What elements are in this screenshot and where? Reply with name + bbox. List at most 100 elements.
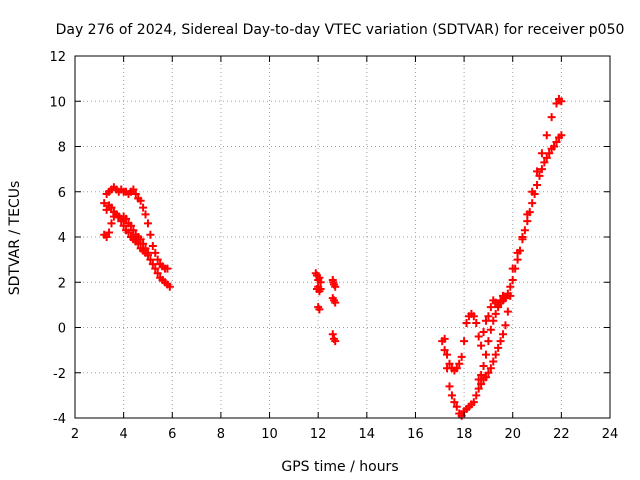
- data-point: [151, 264, 160, 273]
- data-point: [535, 171, 544, 180]
- data-point: [457, 352, 466, 361]
- data-point: [153, 255, 162, 264]
- data-point: [328, 330, 337, 339]
- data-point: [129, 226, 138, 235]
- x-tick-label: 6: [168, 427, 176, 442]
- data-point: [455, 359, 464, 368]
- data-point: [479, 361, 488, 370]
- data-point: [126, 221, 135, 230]
- data-point: [131, 190, 140, 199]
- data-point: [139, 239, 148, 248]
- series-group: [438, 131, 566, 420]
- data-point: [146, 255, 155, 264]
- data-point: [315, 273, 324, 282]
- data-point: [165, 282, 174, 291]
- series-group: [100, 183, 172, 273]
- grid: [75, 56, 610, 418]
- data-point: [153, 269, 162, 278]
- data-point: [129, 185, 138, 194]
- x-tick-label: 2: [71, 427, 79, 442]
- series-group: [311, 269, 340, 346]
- data-point: [445, 359, 454, 368]
- data-point: [316, 278, 325, 287]
- data-point: [489, 357, 498, 366]
- data-point: [508, 264, 517, 273]
- data-point: [315, 305, 324, 314]
- data-point: [537, 149, 546, 158]
- data-point: [523, 210, 532, 219]
- series-group: [440, 94, 566, 375]
- data-point: [501, 321, 510, 330]
- data-point: [513, 255, 522, 264]
- data-point: [136, 235, 145, 244]
- x-tick-label: 8: [217, 427, 225, 442]
- data-point: [440, 334, 449, 343]
- data-point: [163, 264, 172, 273]
- y-tick-label: 6: [58, 186, 66, 201]
- data-point: [523, 217, 532, 226]
- data-point: [486, 303, 495, 312]
- data-point: [520, 226, 529, 235]
- y-tick-label: 10: [49, 95, 66, 110]
- data-point: [494, 343, 503, 352]
- data-point: [474, 375, 483, 384]
- data-point: [146, 230, 155, 239]
- data-point: [557, 97, 566, 106]
- data-point: [550, 142, 559, 151]
- data-point: [469, 398, 478, 407]
- data-point: [331, 282, 340, 291]
- data-point: [148, 242, 157, 251]
- data-point: [552, 99, 561, 108]
- x-tick-label: 16: [407, 427, 424, 442]
- data-point: [491, 350, 500, 359]
- data-point: [540, 158, 549, 167]
- data-point: [136, 196, 145, 205]
- data-point: [102, 205, 111, 214]
- data-point: [141, 244, 150, 253]
- x-tick-label: 10: [261, 427, 278, 442]
- data-point: [552, 137, 561, 146]
- data-point: [452, 402, 461, 411]
- data-point: [460, 337, 469, 346]
- data-point: [489, 316, 498, 325]
- data-point: [443, 350, 452, 359]
- data-point: [513, 248, 522, 257]
- data-point: [143, 248, 152, 257]
- data-point: [477, 371, 486, 380]
- x-tick-label: 18: [456, 427, 473, 442]
- data-point: [477, 341, 486, 350]
- data-point: [481, 373, 490, 382]
- data-point: [494, 303, 503, 312]
- data-point: [484, 337, 493, 346]
- data-point: [533, 167, 542, 176]
- data-point: [143, 219, 152, 228]
- x-tick-label: 20: [504, 427, 521, 442]
- data-point: [139, 203, 148, 212]
- data-point: [481, 316, 490, 325]
- data-point: [124, 228, 133, 237]
- data-point: [477, 380, 486, 389]
- y-tick-label: 12: [49, 50, 66, 65]
- data-point: [518, 233, 527, 241]
- data-point: [484, 368, 493, 377]
- data-point: [462, 318, 471, 327]
- data-point: [331, 298, 340, 307]
- x-axis-label: GPS time / hours: [281, 459, 398, 475]
- data-point: [472, 318, 481, 327]
- x-tick-label: 24: [602, 427, 619, 442]
- data-point: [447, 391, 456, 400]
- data-point: [486, 364, 495, 373]
- data-point: [481, 350, 490, 359]
- data-point: [316, 285, 325, 294]
- data-point: [503, 289, 512, 298]
- data-point: [331, 337, 340, 346]
- y-tick-label: -4: [53, 412, 66, 427]
- data-point: [496, 337, 505, 346]
- data-point: [537, 165, 546, 174]
- y-tick-label: 2: [58, 276, 66, 291]
- data-point: [542, 153, 551, 162]
- data-point: [469, 312, 478, 321]
- data-point: [107, 219, 116, 228]
- data-point: [122, 214, 131, 223]
